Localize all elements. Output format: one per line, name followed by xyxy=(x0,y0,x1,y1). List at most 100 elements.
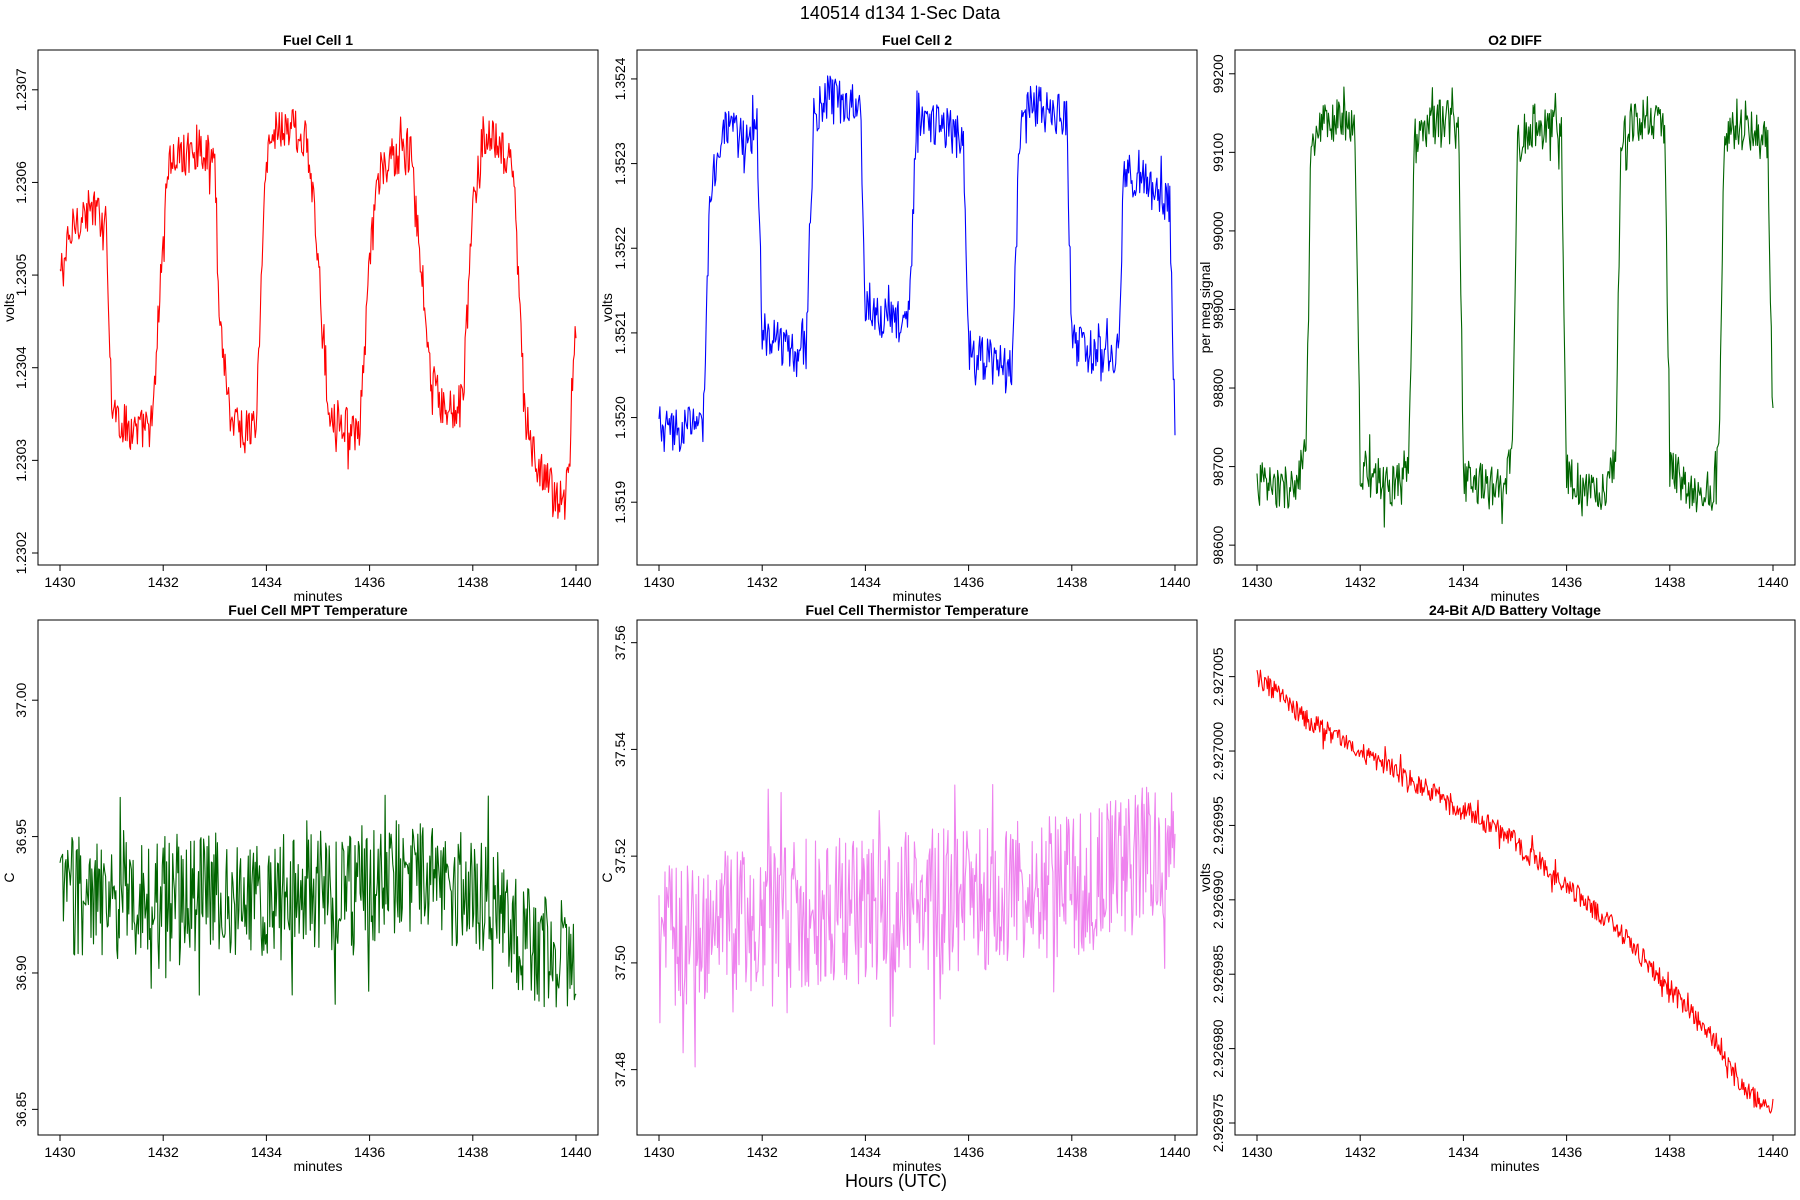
panel-fuel-cell-1: Fuel Cell 1 minutes volts 1430 1432 1434 14… xyxy=(1,32,599,604)
data-series-line xyxy=(1256,86,1774,528)
x-axis-label: minutes xyxy=(293,1158,342,1174)
x-axis-label: minutes xyxy=(892,1158,941,1174)
x-tick-label: 1432 xyxy=(148,1144,179,1160)
panel-title: Fuel Cell 1 xyxy=(283,32,353,48)
y-tick-label: 1.2305 xyxy=(13,253,29,296)
x-tick-label: 1430 xyxy=(643,574,674,590)
y-tick-label: 1.3519 xyxy=(612,481,628,524)
y-tick-label: 2.926990 xyxy=(1210,870,1226,929)
x-tick-label: 1436 xyxy=(354,574,385,590)
x-tick-label: 1432 xyxy=(148,574,179,590)
x-axis-label: minutes xyxy=(1490,588,1539,604)
plot-frame xyxy=(1234,619,1796,1136)
y-tick-label: 2.926995 xyxy=(1210,796,1226,855)
panel-title: Fuel Cell 2 xyxy=(882,32,952,48)
data-series-line xyxy=(59,108,577,520)
x-axis-label: minutes xyxy=(892,588,941,604)
x-tick-label: 1432 xyxy=(747,1144,778,1160)
x-tick-label: 1434 xyxy=(251,1144,282,1160)
x-tick-label: 1436 xyxy=(354,1144,385,1160)
y-tick-label: 2.926985 xyxy=(1210,945,1226,1004)
y-tick-label: 1.3520 xyxy=(612,396,628,439)
x-tick-label: 1440 xyxy=(1159,574,1190,590)
x-tick-label: 1432 xyxy=(1345,574,1376,590)
x-tick-label: 1438 xyxy=(1654,574,1685,590)
figure-xlabel: Hours (UTC) xyxy=(845,1171,947,1191)
y-tick-label: 2.927000 xyxy=(1210,722,1226,781)
x-tick-label: 1430 xyxy=(44,1144,75,1160)
y-tick-label: 98900 xyxy=(1210,290,1226,329)
y-tick-label: 37.54 xyxy=(612,732,628,767)
data-series-line xyxy=(658,783,1176,1068)
panel-title: Fuel Cell Thermistor Temperature xyxy=(805,602,1028,618)
x-tick-label: 1440 xyxy=(560,1144,591,1160)
y-tick-label: 1.2302 xyxy=(13,531,29,574)
x-tick-label: 1440 xyxy=(560,574,591,590)
plot-frame xyxy=(636,49,1198,566)
y-tick-label: 99100 xyxy=(1210,133,1226,172)
y-tick-label: 36.90 xyxy=(13,955,29,990)
figure-title: 140514 d134 1-Sec Data xyxy=(800,3,1001,23)
y-tick-label: 2.926975 xyxy=(1210,1094,1226,1153)
x-tick-label: 1432 xyxy=(747,574,778,590)
y-tick-label: 99000 xyxy=(1210,211,1226,250)
y-tick-label: 37.00 xyxy=(13,682,29,717)
x-tick-label: 1438 xyxy=(457,1144,488,1160)
x-tick-label: 1430 xyxy=(1241,574,1272,590)
x-tick-label: 1436 xyxy=(1551,1144,1582,1160)
y-tick-label: 2.926980 xyxy=(1210,1019,1226,1078)
panel-thermistor-temperature: Fuel Cell Thermistor Temperature minutes… xyxy=(599,602,1198,1174)
y-tick-label: 37.50 xyxy=(612,945,628,980)
x-tick-label: 1430 xyxy=(643,1144,674,1160)
y-tick-label: 98700 xyxy=(1210,447,1226,486)
y-tick-label: 1.3524 xyxy=(612,57,628,100)
panel-title: Fuel Cell MPT Temperature xyxy=(228,602,408,618)
x-tick-label: 1438 xyxy=(457,574,488,590)
y-tick-label: 37.52 xyxy=(612,838,628,873)
x-tick-label: 1430 xyxy=(44,574,75,590)
panel-title: 24-Bit A/D Battery Voltage xyxy=(1429,602,1601,618)
y-tick-label: 37.48 xyxy=(612,1052,628,1087)
x-tick-label: 1430 xyxy=(1241,1144,1272,1160)
y-tick-label: 1.2304 xyxy=(13,346,29,389)
y-tick-label: 1.3521 xyxy=(612,311,628,354)
x-tick-label: 1438 xyxy=(1056,574,1087,590)
x-tick-label: 1438 xyxy=(1056,1144,1087,1160)
panel-o2-diff: O2 DIFF minutes per meg signal 1430 1432 1… xyxy=(1197,32,1796,604)
panel-battery-voltage: 24-Bit A/D Battery Voltage minutes volts… xyxy=(1197,602,1796,1174)
x-tick-label: 1436 xyxy=(953,574,984,590)
plot-frame xyxy=(37,49,599,566)
y-tick-label: 36.95 xyxy=(13,819,29,854)
y-tick-label: 2.927005 xyxy=(1210,647,1226,706)
x-tick-label: 1436 xyxy=(953,1144,984,1160)
x-axis-label: minutes xyxy=(1490,1158,1539,1174)
x-tick-label: 1436 xyxy=(1551,574,1582,590)
panel-fuel-cell-2: Fuel Cell 2 minutes volts 1430 1432 1434 14… xyxy=(599,32,1198,604)
y-tick-label: 1.2307 xyxy=(13,68,29,111)
x-tick-label: 1434 xyxy=(1448,574,1479,590)
y-tick-label: 98600 xyxy=(1210,525,1226,564)
data-series-line xyxy=(59,794,577,1008)
data-series-line xyxy=(1256,669,1774,1114)
y-axis-label: volts xyxy=(599,293,615,322)
y-tick-label: 36.85 xyxy=(13,1092,29,1127)
y-axis-label: volts xyxy=(1,293,17,322)
y-axis-label: C xyxy=(1,872,17,882)
y-axis-label: volts xyxy=(1197,863,1213,892)
y-tick-label: 1.3522 xyxy=(612,227,628,270)
x-tick-label: 1434 xyxy=(1448,1144,1479,1160)
x-tick-label: 1434 xyxy=(251,574,282,590)
x-tick-label: 1432 xyxy=(1345,1144,1376,1160)
panel-mpt-temperature: Fuel Cell MPT Temperature minutes C 1430… xyxy=(1,602,599,1174)
x-tick-label: 1434 xyxy=(850,1144,881,1160)
x-tick-label: 1434 xyxy=(850,574,881,590)
y-tick-label: 99200 xyxy=(1210,54,1226,93)
x-tick-label: 1440 xyxy=(1159,1144,1190,1160)
plot-frame xyxy=(37,619,599,1136)
data-series-line xyxy=(658,75,1176,453)
plot-frame xyxy=(636,619,1198,1136)
y-axis-label: C xyxy=(599,872,615,882)
panel-title: O2 DIFF xyxy=(1488,32,1542,48)
y-tick-label: 1.2306 xyxy=(13,161,29,204)
